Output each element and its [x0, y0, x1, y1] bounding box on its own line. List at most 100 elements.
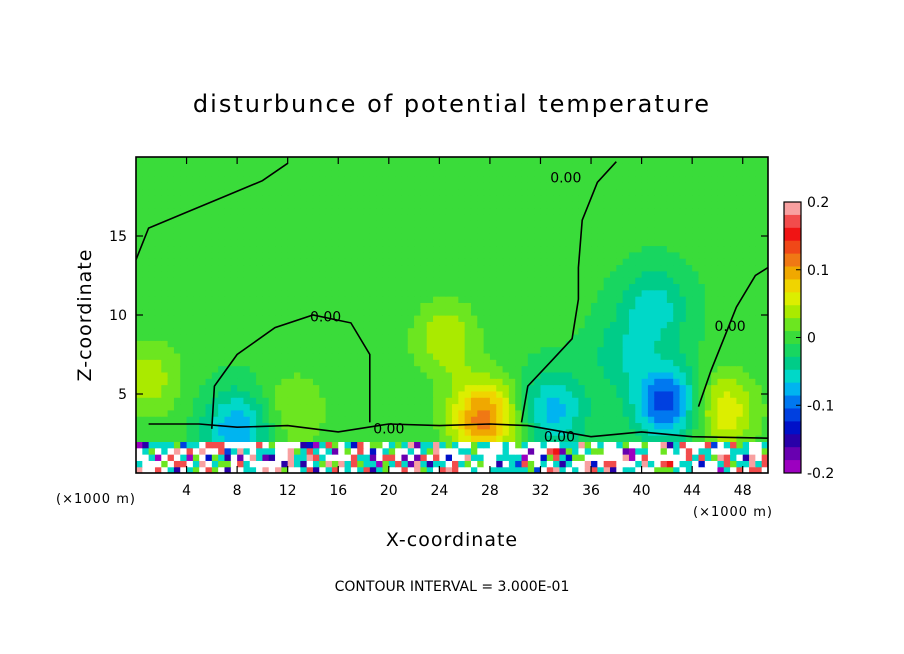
heatmap-cell [211, 352, 219, 360]
heatmap-cell [647, 175, 655, 183]
heatmap-cell [433, 296, 440, 303]
heatmap-cell [319, 201, 327, 209]
heatmap-cell [711, 315, 719, 322]
heatmap-cell [496, 220, 504, 228]
heatmap-cell [666, 359, 674, 367]
heatmap-cell [736, 245, 744, 253]
heatmap-cell [281, 264, 289, 272]
heatmap-cell [483, 239, 491, 247]
heatmap-cell [268, 188, 276, 196]
heatmap-cell [464, 409, 472, 417]
heatmap-cell [654, 270, 662, 278]
heatmap-cell [344, 327, 352, 335]
heatmap-cell [186, 441, 194, 449]
heatmap-cell [312, 365, 320, 373]
heatmap-cell [433, 327, 440, 335]
heatmap-cell [186, 182, 194, 190]
heatmap-cell [325, 346, 333, 354]
heatmap-cell [755, 283, 763, 291]
heatmap-cell [666, 333, 674, 341]
heatmap-cell [502, 302, 510, 310]
heatmap-cell [565, 251, 573, 259]
heatmap-cell [142, 302, 150, 310]
heatmap-cell [704, 194, 712, 202]
heatmap-cell [559, 308, 567, 316]
heatmap-cell [401, 226, 409, 234]
heatmap-cell [761, 371, 768, 379]
heatmap-cell [755, 346, 763, 354]
heatmap-cell [407, 371, 415, 379]
heatmap-cell [673, 270, 681, 278]
heatmap-cell [211, 163, 219, 171]
heatmap-cell [136, 333, 143, 341]
heatmap-cell [136, 213, 143, 221]
heatmap-cell [477, 296, 485, 303]
heatmap-cell [483, 409, 491, 417]
heatmap-cell [300, 397, 308, 405]
heatmap-cell [180, 270, 188, 278]
heatmap-cell [350, 327, 358, 335]
heatmap-cell [256, 258, 263, 266]
heatmap-cell [489, 371, 497, 379]
heatmap-cell [755, 308, 763, 316]
heatmap-cell [224, 188, 232, 196]
heatmap-cell [477, 315, 485, 322]
heatmap-cell [572, 346, 579, 354]
heatmap-cell [237, 201, 245, 209]
heatmap-cell [521, 207, 529, 215]
heatmap-cell [749, 346, 756, 354]
heatmap-cell [395, 378, 403, 386]
heatmap-cell [572, 359, 579, 367]
heatmap-cell [173, 157, 181, 164]
heatmap-cell [275, 169, 282, 177]
heatmap-cell [154, 182, 162, 190]
heatmap-cell [610, 226, 617, 234]
heatmap-cell [736, 460, 744, 468]
heatmap-cell [641, 416, 649, 424]
heatmap-cell [243, 175, 251, 183]
heatmap-cell [458, 384, 466, 392]
heatmap-cell [679, 346, 687, 354]
heatmap-cell [641, 321, 649, 329]
heatmap-cell [508, 454, 516, 461]
heatmap-cell [730, 157, 737, 164]
heatmap-cell [300, 365, 308, 373]
heatmap-cell [736, 308, 744, 316]
heatmap-cell [603, 327, 611, 335]
heatmap-cell [154, 460, 162, 468]
heatmap-cell [616, 207, 624, 215]
heatmap-cell [268, 175, 276, 183]
heatmap-cell [300, 163, 308, 171]
heatmap-cell [357, 308, 365, 316]
heatmap-cell [635, 175, 643, 183]
heatmap-cell [584, 409, 592, 417]
heatmap-cell [647, 333, 655, 341]
heatmap-cell [256, 359, 263, 367]
heatmap-cell [243, 226, 251, 234]
heatmap-cell [616, 213, 624, 221]
heatmap-cell [527, 302, 535, 310]
heatmap-cell [161, 264, 169, 272]
heatmap-cell [540, 428, 548, 436]
heatmap-cell [199, 175, 207, 183]
heatmap-cell [666, 422, 674, 430]
heatmap-cell [331, 157, 339, 164]
heatmap-cell [597, 359, 605, 367]
heatmap-cell [597, 182, 605, 190]
heatmap-cell [711, 435, 719, 442]
heatmap-cell [281, 397, 289, 405]
heatmap-cell [553, 226, 561, 234]
heatmap-cell [268, 454, 276, 461]
heatmap-cell [673, 157, 681, 164]
heatmap-cell [458, 359, 466, 367]
heatmap-cell [445, 441, 453, 449]
heatmap-cell [654, 409, 662, 417]
heatmap-cell [673, 182, 681, 190]
heatmap-cell [218, 390, 226, 398]
heatmap-cell [306, 416, 314, 424]
heatmap-cell [262, 315, 270, 322]
heatmap-cell [553, 251, 561, 259]
heatmap-cell [256, 194, 263, 202]
heatmap-cell [136, 270, 143, 278]
heatmap-cell [452, 378, 459, 386]
